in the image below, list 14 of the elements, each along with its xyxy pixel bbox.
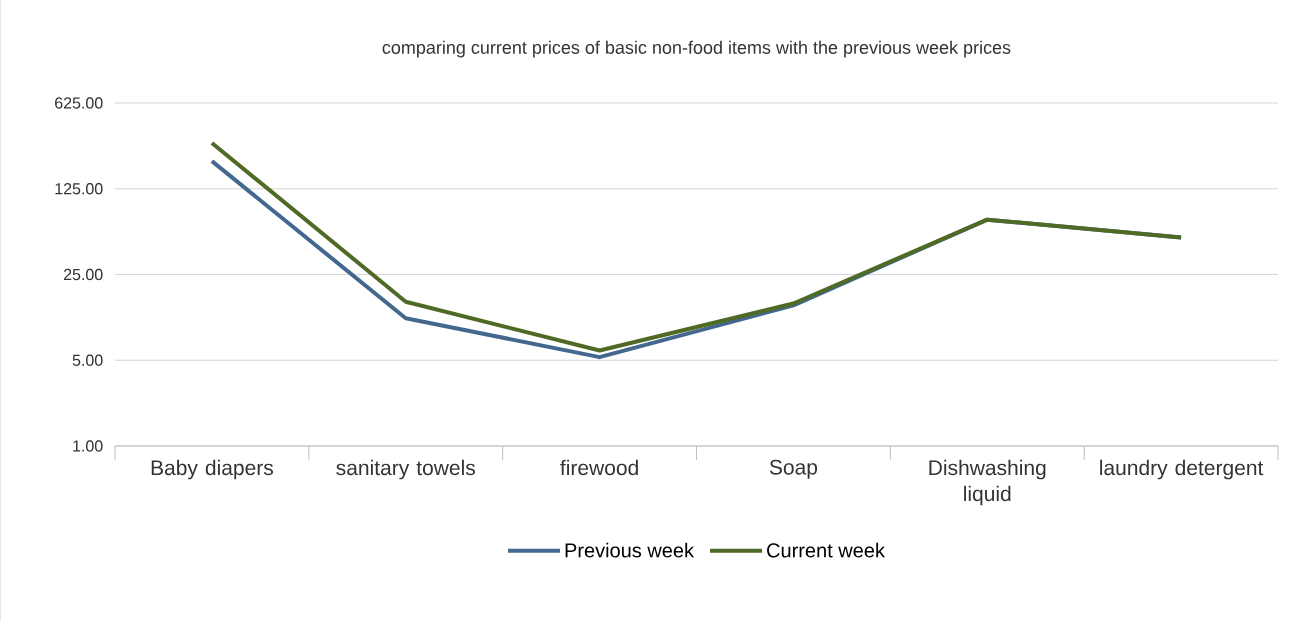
- chart-title: comparing current prices of basic non-food items with the previous week prices: [382, 40, 1011, 58]
- x-tick-label: Baby diapers: [151, 459, 273, 480]
- y-tick-label: 5.00: [72, 354, 103, 366]
- x-tick-label: laundry detergent: [1100, 459, 1264, 480]
- y-tick-label: 25.00: [63, 268, 103, 281]
- x-tick-label: sanitary towels: [336, 459, 475, 480]
- legend-label: Current week: [767, 542, 885, 558]
- x-tick-label: firewood: [560, 459, 638, 476]
- y-tick-label: 1.00: [73, 440, 103, 452]
- y-tick-label: 625.00: [55, 97, 103, 109]
- x-tick-label: Soap: [769, 459, 818, 479]
- y-tick-label: 125.00: [55, 183, 103, 195]
- legend-label: Previous week: [565, 542, 695, 558]
- x-tick-label: Dishwashing liquid: [929, 459, 1046, 506]
